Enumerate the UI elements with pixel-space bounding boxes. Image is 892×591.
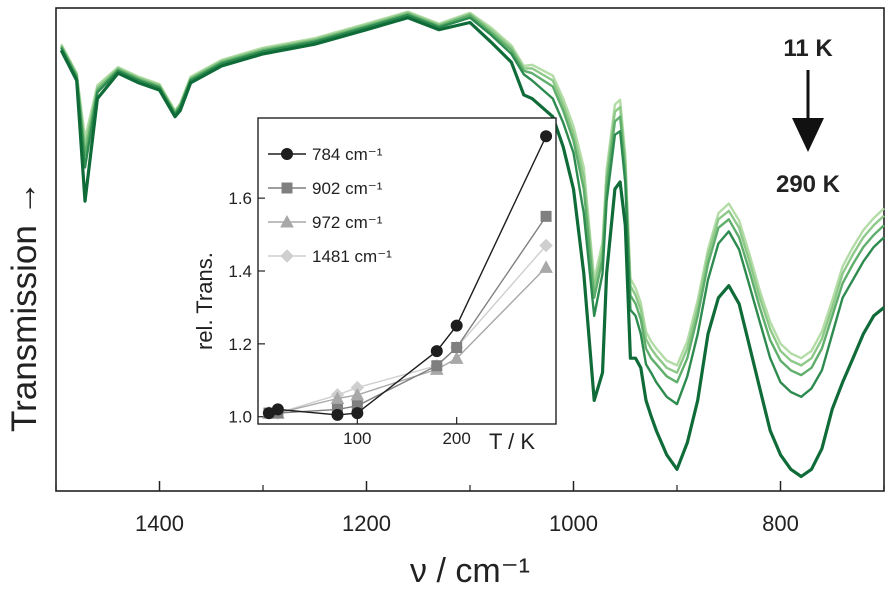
- inset-data-point: [539, 238, 553, 253]
- main-x-tick-label: 1200: [342, 511, 391, 536]
- inset-y-axis-label: rel. Trans.: [192, 252, 217, 350]
- legend-label: 972 cm⁻¹: [312, 213, 383, 232]
- main-x-tick-label: 1000: [549, 511, 598, 536]
- inset-plot-frame: [257, 117, 557, 425]
- inset-data-point: [350, 387, 365, 401]
- inset-y-tick-label: 1.4: [228, 262, 252, 281]
- inset-data-point: [330, 391, 345, 404]
- legend-label: 902 cm⁻¹: [312, 179, 383, 198]
- legend-swatch-marker: [280, 249, 294, 263]
- spectrum-line-0: [59, 16, 886, 479]
- inset-data-point: [351, 407, 364, 420]
- inset-y-tick-label: 1.6: [228, 189, 252, 208]
- inset-data-point: [450, 319, 463, 332]
- legend-swatch-marker: [281, 182, 293, 194]
- inset-data-point: [331, 408, 344, 421]
- inset-y-tick-label: 1.2: [228, 335, 252, 354]
- inset-x-axis-label: T / K: [489, 429, 535, 454]
- inset-data-point: [430, 345, 443, 358]
- annotation-temp-top: 11 K: [783, 35, 833, 62]
- inset-data-point: [431, 360, 443, 372]
- main-x-tick-label: 1400: [135, 511, 184, 536]
- inset-data-point: [451, 342, 463, 353]
- inset-data-point: [271, 403, 284, 416]
- inset-data-point: [540, 130, 553, 143]
- annotation-temp-bottom: 290 K: [776, 171, 841, 198]
- inset-y-ticks: 1.0 1.2 1.4 1.6: [228, 189, 265, 427]
- inset-x-tick-label: 200: [442, 429, 470, 448]
- inset-x-ticks: 100 200: [343, 417, 471, 448]
- inset-data-point: [539, 260, 553, 273]
- temperature-arrow-down-icon: [792, 70, 824, 152]
- legend-label: 784 cm⁻¹: [312, 145, 383, 164]
- main-x-axis-label: ν / cm⁻¹: [410, 552, 530, 590]
- spectrum-line-1: [60, 14, 885, 406]
- inset-legend: 784 cm⁻¹ 902 cm⁻¹ 972 cm⁻¹ 1481 cm⁻¹: [268, 145, 392, 266]
- inset-y-tick-label: 1.0: [228, 408, 252, 427]
- legend-swatch-marker: [280, 214, 294, 228]
- inset-data-point: [540, 210, 552, 222]
- inset-series-group: [262, 130, 553, 421]
- main-x-ticks: 1400 1200 1000 800: [55, 481, 885, 536]
- legend-swatch-marker: [281, 148, 293, 160]
- inset-x-tick-label: 100: [343, 429, 371, 448]
- inset-data-point: [449, 351, 464, 364]
- main-series-group: [59, 10, 886, 479]
- main-y-axis-label: Transmission →: [5, 180, 44, 432]
- legend-label: 1481 cm⁻¹: [312, 247, 392, 266]
- main-x-tick-label: 800: [762, 511, 799, 536]
